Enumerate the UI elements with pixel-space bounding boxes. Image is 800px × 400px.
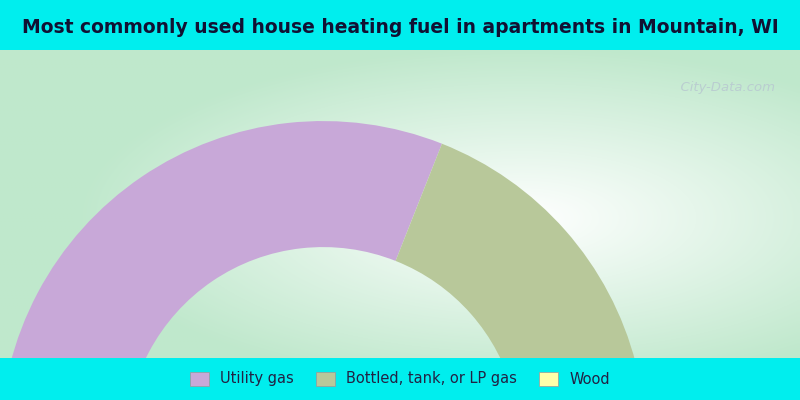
Text: Most commonly used house heating fuel in apartments in Mountain, WI: Most commonly used house heating fuel in… — [22, 18, 778, 37]
Wedge shape — [0, 121, 442, 400]
Wedge shape — [395, 144, 636, 395]
Wedge shape — [514, 364, 646, 400]
Legend: Utility gas, Bottled, tank, or LP gas, Wood: Utility gas, Bottled, tank, or LP gas, W… — [184, 366, 616, 392]
Text: City-Data.com: City-Data.com — [672, 81, 775, 94]
